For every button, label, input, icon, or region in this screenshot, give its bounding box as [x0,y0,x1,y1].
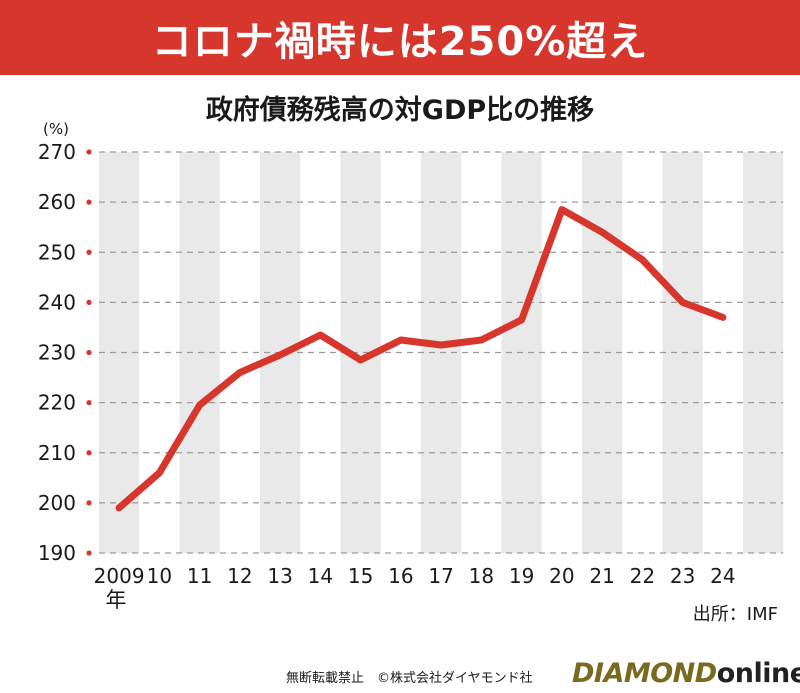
y-tick-dot [86,550,92,556]
series-line [115,206,727,512]
footer: 無断転載禁止 ©株式会社ダイヤモンド社 DIAMONDonline [0,653,800,693]
y-tick-dot [86,299,92,305]
chart-title: 政府債務残高の対GDP比の推移 [205,95,595,126]
y-tick-dot [86,149,92,155]
brand-primary: DIAMOND [572,658,717,689]
x-axis-labels: 2009 10 11 12 13 14 15 16 17 18 19 20 21 22 23 24 [94,564,736,588]
y-axis-unit-label: (%) [43,120,69,138]
brand-logo: DIAMONDonline [572,658,800,689]
y-tick-label: 220 [38,391,76,415]
y-tick-label: 250 [38,240,76,264]
source-note: 出所：IMF [692,604,778,625]
x-tick-label: 10 [147,564,172,588]
y-tick-label: 210 [38,441,76,465]
x-tick-label: 11 [187,564,212,588]
headline-text: コロナ禍時には250%超え [151,18,649,65]
y-tick-dot [86,400,92,406]
x-tick-label: 23 [670,564,695,588]
y-tick-label: 260 [38,190,76,214]
x-tick-label: 21 [589,564,614,588]
gridlines [86,149,784,556]
x-tick-label: 13 [267,564,292,588]
y-tick-label: 190 [38,541,76,565]
x-tick-label: 16 [388,564,413,588]
y-tick-label: 270 [38,140,76,164]
y-tick-dot [86,249,92,255]
x-tick-label: 19 [509,564,534,588]
x-tick-label: 12 [227,564,252,588]
x-axis-year-suffix: 年 [106,588,127,610]
x-tick-label: 24 [710,564,735,588]
y-tick-label: 200 [38,491,76,515]
x-tick-label: 22 [630,564,655,588]
copyright-notice: 無断転載禁止 ©株式会社ダイヤモンド社 [286,671,533,686]
x-tick-label: 18 [469,564,494,588]
y-tick-dot [86,349,92,356]
y-tick-dot [86,450,92,456]
x-tick-label: 2009 [94,564,145,588]
y-tick-dot [86,199,92,205]
x-tick-label: 20 [549,564,574,588]
y-axis-labels: 190 200 210 220 230 240 250 260 270 [38,140,76,565]
line-chart: 190 200 210 220 230 240 250 260 270 2009 10 11 12 13… [38,120,784,610]
y-tick-label: 240 [38,290,76,314]
x-tick-label: 17 [428,564,453,588]
y-tick-label: 230 [38,341,76,365]
x-tick-label: 15 [348,564,373,588]
x-tick-label: 14 [308,564,333,588]
brand-secondary: online [716,658,800,689]
headline-banner: コロナ禍時には250%超え [0,0,800,75]
y-tick-dot [86,500,92,506]
